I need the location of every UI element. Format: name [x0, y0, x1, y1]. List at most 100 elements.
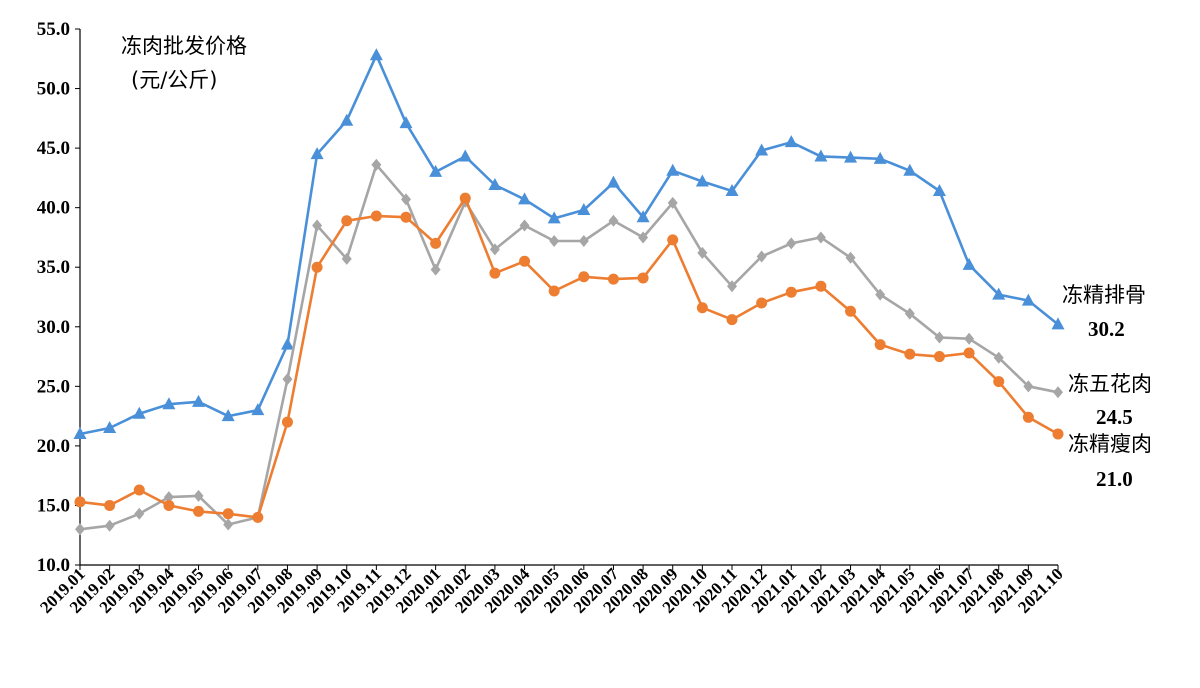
data-point	[962, 257, 976, 270]
data-point	[489, 267, 501, 279]
data-point	[904, 348, 916, 360]
data-point	[401, 193, 411, 206]
data-point	[489, 243, 500, 256]
series-end-value: 30.2	[1088, 317, 1125, 341]
data-point	[903, 163, 917, 176]
data-point	[667, 196, 678, 209]
data-point	[518, 192, 532, 205]
chart-title-line-1: 冻肉批发价格	[121, 34, 247, 58]
y-tick-label: 10.0	[37, 555, 70, 576]
data-point	[606, 175, 620, 188]
data-point	[636, 210, 650, 223]
data-point	[369, 48, 383, 61]
y-tick-label: 25.0	[37, 376, 70, 397]
data-point	[547, 211, 561, 224]
series-line	[79, 196, 1059, 519]
data-point	[163, 499, 175, 511]
data-point	[74, 496, 86, 508]
data-point	[725, 183, 739, 196]
data-point	[519, 255, 531, 267]
data-point	[548, 285, 560, 297]
data-point	[814, 149, 828, 162]
data-point	[932, 183, 946, 196]
data-point	[75, 523, 85, 536]
data-point	[934, 331, 945, 344]
data-point	[222, 508, 234, 520]
data-point	[815, 280, 827, 292]
data-point	[578, 235, 589, 248]
data-point	[488, 178, 502, 191]
data-point	[756, 297, 768, 309]
data-point	[815, 231, 826, 244]
data-point	[430, 263, 441, 276]
data-point	[727, 280, 737, 293]
data-point	[193, 505, 205, 517]
data-point	[370, 210, 382, 222]
data-point	[280, 337, 294, 350]
data-point	[134, 507, 145, 520]
series-line	[79, 53, 1059, 436]
chart-title: 冻肉批发价格 (元/公斤)	[121, 34, 247, 92]
data-point	[784, 135, 798, 148]
y-axis-ticks: 10.0 15.0 20.0 25.0 30.0 35.0 40.0 45.0 50.0 55.0	[37, 19, 80, 576]
data-point	[1051, 317, 1065, 330]
data-point	[578, 271, 590, 283]
data-point	[904, 307, 915, 320]
data-point	[104, 499, 116, 511]
data-point	[163, 491, 174, 504]
data-point	[638, 231, 649, 244]
data-point	[459, 192, 471, 204]
data-point	[132, 406, 146, 419]
series-end-labels: 冻精排骨 30.2 冻五花肉 24.5 冻精瘦肉 21.0	[1062, 283, 1152, 491]
chart-axes	[79, 29, 1058, 566]
data-point	[73, 426, 87, 439]
data-point	[755, 143, 769, 156]
series-layer	[73, 48, 1065, 536]
data-point	[104, 519, 115, 532]
data-point	[696, 302, 708, 314]
data-point	[430, 237, 442, 249]
data-point	[549, 235, 560, 248]
data-point	[577, 203, 591, 216]
data-point	[963, 347, 975, 359]
data-point	[1052, 428, 1064, 440]
data-point	[281, 416, 293, 428]
data-point	[312, 219, 323, 232]
series-line	[79, 163, 1059, 531]
data-point	[133, 484, 145, 496]
data-point	[607, 273, 619, 285]
data-point	[667, 234, 679, 246]
data-point	[875, 288, 886, 301]
data-point	[103, 421, 117, 434]
data-point	[993, 376, 1005, 388]
data-point	[873, 151, 887, 164]
data-point	[371, 158, 382, 171]
data-point	[251, 403, 265, 416]
data-point	[1021, 293, 1035, 306]
data-point	[844, 150, 858, 163]
data-point	[282, 373, 293, 386]
data-point	[223, 518, 234, 531]
data-point	[1053, 386, 1063, 399]
y-tick-label: 35.0	[37, 257, 70, 278]
data-point	[637, 272, 649, 284]
data-point	[785, 286, 797, 298]
data-point	[874, 339, 886, 351]
series-end-value: 21.0	[1096, 467, 1133, 491]
data-point	[786, 237, 797, 250]
data-point	[400, 211, 412, 223]
series-name-label: 冻精瘦肉	[1068, 432, 1152, 456]
data-point	[756, 250, 767, 263]
data-point	[341, 252, 352, 265]
data-point	[695, 174, 709, 187]
data-point	[193, 489, 204, 502]
series-2	[75, 158, 1063, 536]
y-tick-label: 40.0	[37, 198, 70, 219]
y-tick-label: 45.0	[37, 138, 70, 159]
data-point	[519, 219, 530, 232]
x-axis-ticks: 2019.012019.022019.032019.042019.052019.…	[36, 564, 1067, 617]
data-point	[726, 314, 738, 326]
data-point	[252, 511, 264, 523]
series-1	[73, 48, 1065, 439]
